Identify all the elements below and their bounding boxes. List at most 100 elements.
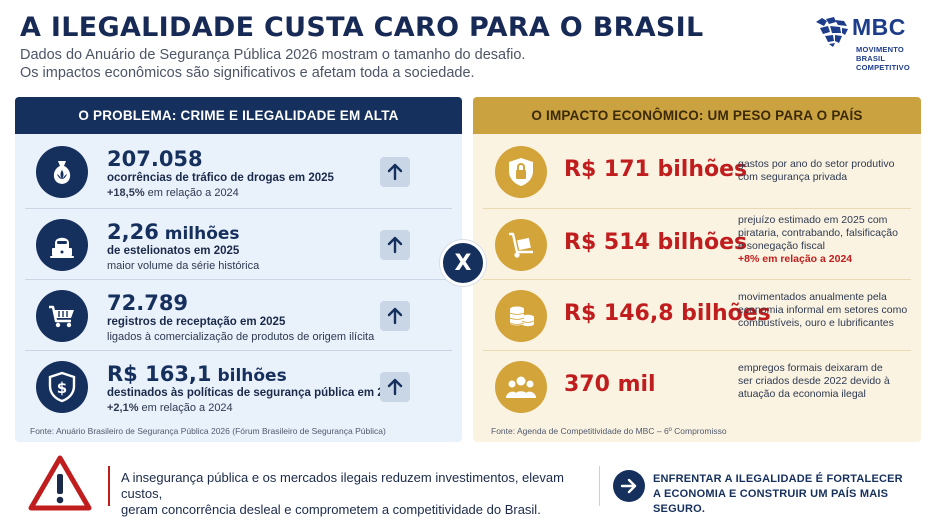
impact-description-line: e sonegação fiscal [738,240,825,252]
impact-description-line: gastos por ano do setor produtivo [738,158,895,170]
people-group-icon [495,361,547,413]
impact-description: movimentados anualmente pela economia in… [738,291,908,330]
row-divider [483,208,911,209]
logo-subtitle-line-1: MOVIMENTO BRASIL [856,45,904,63]
impact-source: Fonte: Agenda de Competitividade do MBC … [491,426,727,436]
arrow-up-icon [387,236,403,254]
impact-description-line: com segurança privada [738,171,848,183]
footer-divider [108,466,110,506]
stat-number: 72.789 [107,291,189,315]
row-divider [25,350,452,351]
stat-value: 2,26 milhões [107,220,240,246]
hacker-laptop-icon [36,219,88,271]
arrow-up-icon [387,378,403,396]
impact-description: empregos formais deixaram de ser criados… [738,362,908,401]
stat-detail: +2,1% em relação a 2024 [107,401,233,415]
impact-description-line: empregos formais deixaram de [738,362,883,374]
problem-panel: O PROBLEMA: CRIME E ILEGALIDADE EM ALTA … [15,97,462,442]
stat-value: R$ 163,1 bilhões [107,362,287,388]
svg-text:$: $ [57,379,67,397]
row-divider [25,208,452,209]
footer-call-to-action: ENFRENTAR A ILEGALIDADE É FORTALECER A E… [653,472,921,517]
impact-panel-heading: O IMPACTO ECONÔMICO: UM PESO PARA O PAÍS [473,97,921,134]
subtitle-line-1: Dados do Anuário de Segurança Pública 20… [20,47,526,63]
arrow-right-icon [613,470,645,502]
impact-description-line: atuação da economia ilegal [738,388,866,400]
cta-line-1: ENFRENTAR A ILEGALIDADE É FORTALECER [653,473,903,485]
impact-description-line: ser criados desde 2022 devido à [738,375,890,387]
footer-message: A insegurança pública e os mercados ileg… [121,470,591,518]
stat-unit: bilhões [211,366,287,386]
versus-badge: X [440,240,486,286]
impact-change-value: +8% [738,253,760,265]
coins-stack-icon [495,290,547,342]
stat-detail: maior volume da série histórica [107,259,259,273]
stat-value: 72.789 [107,291,188,317]
stat-number: 2,26 [107,220,159,244]
problem-item: 72.789 registros de receptação em 2025 l… [15,281,462,351]
hand-truck-icon [495,219,547,271]
impact-item: R$ 171 bilhões gastos por ano do setor p… [473,137,921,207]
impact-value: 370 mil [564,372,656,397]
footer-divider [599,466,600,506]
footer-message-line-2: geram concorrência desleal e comprometem… [121,502,541,517]
impact-description-line: prejuízo estimado em 2025 com [738,214,888,226]
impact-change-text: em relação a 2024 [759,253,853,265]
stat-value: 207.058 [107,147,203,173]
stat-description: registros de receptação em 2025 [107,316,286,328]
cta-line-2: A ECONOMIA E CONSTRUIR UM PAÍS MAIS SEGU… [653,488,889,515]
impact-value: R$ 514 bilhões [564,230,748,255]
shield-dollar-icon: $ [36,361,88,413]
trend-up-badge [380,301,410,331]
stat-detail: ligados à comercialização de produtos de… [107,330,374,344]
problem-item: 2,26 milhões de estelionatos em 2025 mai… [15,210,462,280]
footer-message-line-1: A insegurança pública e os mercados ileg… [121,470,564,501]
subtitle-line-2: Os impactos econômicos são significativo… [20,65,475,81]
impact-value: R$ 171 bilhões [564,157,748,182]
logo-name: MBC [852,14,906,40]
stat-description: destinados às políticas de segurança púb… [107,387,403,399]
impact-description-line: economia informal em setores como [738,304,908,316]
stat-number: R$ 163,1 [107,362,212,386]
shopping-cart-icon [36,290,88,342]
impact-description-line: movimentados anualmente pela [738,291,887,303]
trend-up-badge [380,230,410,260]
logo-subtitle: MOVIMENTO BRASIL COMPETITIVO [856,45,934,72]
page-subtitle: Dados do Anuário de Segurança Pública 20… [20,46,800,82]
problem-panel-heading: O PROBLEMA: CRIME E ILEGALIDADE EM ALTA [15,97,462,134]
stat-detail-text: em relação a 2024 [144,187,239,199]
impact-change: +8% em relação a 2024 [738,253,908,266]
warning-triangle-icon [28,455,92,511]
page-title: A ILEGALIDADE CUSTA CARO PARA O BRASIL [20,12,704,43]
stat-change: +18,5% [107,187,145,199]
stat-detail-text: em relação a 2024 [138,402,233,414]
problem-source: Fonte: Anuário Brasileiro de Segurança P… [30,426,386,436]
impact-description-line: combustíveis, ouro e lubrificantes [738,317,894,329]
arrow-up-icon [387,163,403,181]
impact-item: R$ 146,8 bilhões movimentados anualmente… [473,281,921,351]
row-divider [25,279,452,280]
shield-lock-icon [495,146,547,198]
stat-detail-text: maior volume da série histórica [107,260,260,272]
footer: A insegurança pública e os mercados ileg… [15,450,921,524]
stat-unit: milhões [158,224,240,244]
stat-description: de estelionatos em 2025 [107,245,240,257]
stat-description: ocorrências de tráfico de drogas em 2025 [107,172,334,184]
impact-description: prejuízo estimado em 2025 com pirataria,… [738,214,908,266]
arrow-up-icon [387,307,403,325]
impact-panel: O IMPACTO ECONÔMICO: UM PESO PARA O PAÍS… [473,97,921,442]
trend-up-badge [380,157,410,187]
impact-description-line: pirataria, contrabando, falsificação [738,227,898,239]
row-divider [483,279,911,280]
money-bag-leaf-icon [36,146,88,198]
logo-subtitle-line-2: COMPETITIVO [856,63,910,72]
stat-detail-text: ligados à comercialização de produtos de… [107,331,375,343]
stat-number: 207.058 [107,147,203,171]
trend-up-badge [380,372,410,402]
problem-item: 207.058 ocorrências de tráfico de drogas… [15,137,462,207]
mbc-logo: MBC MOVIMENTO BRASIL COMPETITIVO [814,14,934,72]
stat-change: +2,1% [107,402,139,414]
stat-detail: +18,5% em relação a 2024 [107,186,239,200]
impact-description: gastos por ano do setor produtivo com se… [738,158,908,184]
impact-value: R$ 146,8 bilhões [564,301,771,326]
